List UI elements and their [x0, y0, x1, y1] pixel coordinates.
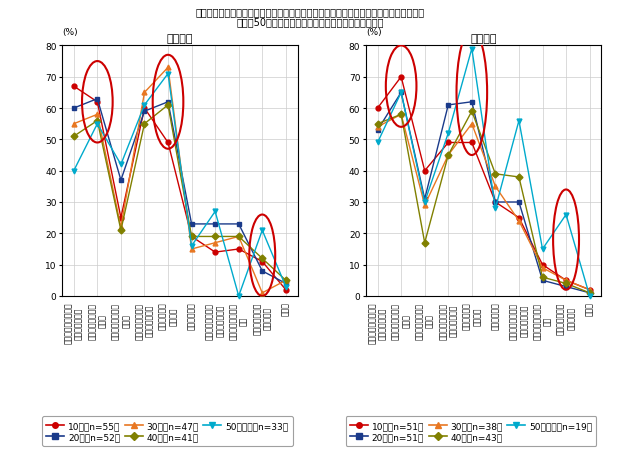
Legend: 10代（n=51）, 20代（n=51）, 30代（n=38）, 40代（n=43）, 50歳以上（n=19）: 10代（n=51）, 20代（n=51）, 30代（n=38）, 40代（n=4…: [345, 417, 596, 446]
Text: すべての層で、いつでも、どこでも読める、保管場所をとらないといった点が高評価。: すべての層で、いつでも、どこでも読める、保管場所をとらないといった点が高評価。: [195, 7, 425, 17]
Text: 旅行・出張時など
持ち運びがラク: 旅行・出張時など 持ち運びがラク: [135, 302, 154, 339]
Text: 書籍が汚れたり、
痛んだりしない: 書籍が汚れたり、 痛んだりしない: [509, 302, 529, 339]
Title: （男性）: （男性）: [167, 34, 193, 44]
Text: その他: その他: [585, 302, 594, 316]
Text: いつでもどこでも
読める: いつでもどこでも 読める: [391, 302, 411, 339]
Text: また、50歳以上は文字の大きさを変更できる点に期待: また、50歳以上は文字の大きさを変更できる点に期待: [236, 18, 384, 28]
Text: その他: その他: [281, 302, 290, 316]
Legend: 10代（n=55）, 20代（n=52）, 30代（n=47）, 40代（n=41）, 50歳以上（n=33）: 10代（n=55）, 20代（n=52）, 30代（n=47）, 40代（n=4…: [42, 417, 293, 446]
Text: (%): (%): [366, 28, 381, 37]
Text: 旅行・出張時など
持ち運びがラク: 旅行・出張時など 持ち運びがラク: [438, 302, 458, 339]
Text: 保管に場所を
とらない: 保管に場所を とらない: [462, 302, 482, 330]
Text: 人目を気にせずに
買える: 人目を気にせずに 買える: [111, 302, 131, 339]
Text: 文字の大きさを
調整できる: 文字の大きさを 調整できる: [556, 302, 576, 334]
Text: 書籍が汚れたり、
痛んだりしない: 書籍が汚れたり、 痛んだりしない: [205, 302, 225, 339]
Title: （女性）: （女性）: [471, 34, 497, 44]
Text: (%): (%): [62, 28, 78, 37]
Text: いつでもどこでも、
すぐに手に入る: いつでもどこでも、 すぐに手に入る: [368, 302, 388, 344]
Text: オシャレな感じが
する: オシャレな感じが する: [229, 302, 249, 339]
Text: いつでもどこでも、
すぐに手に入る: いつでもどこでも、 すぐに手に入る: [64, 302, 84, 344]
Text: いつでもどこでも
読める: いつでもどこでも 読める: [87, 302, 107, 339]
Text: 保管に場所を
とらない: 保管に場所を とらない: [158, 302, 178, 330]
Text: 人目を気にせずに
買える: 人目を気にせずに 買える: [415, 302, 435, 339]
Text: オシャレな感じが
する: オシャレな感じが する: [533, 302, 552, 339]
Text: ゴミが出ない: ゴミが出ない: [491, 302, 500, 330]
Text: 文字の大きさを
調整できる: 文字の大きさを 調整できる: [252, 302, 272, 334]
Text: ゴミが出ない: ゴミが出ない: [187, 302, 196, 330]
